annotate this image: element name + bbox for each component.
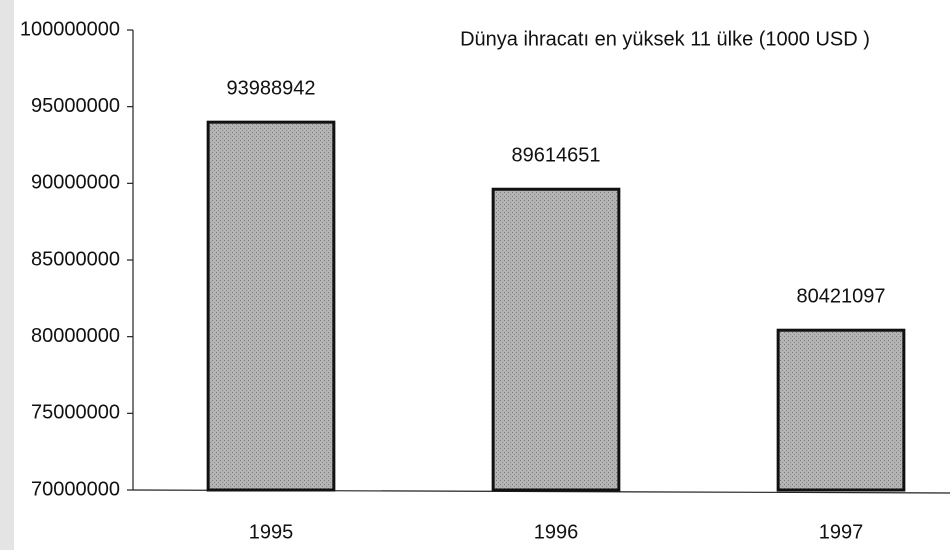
bar — [491, 187, 621, 492]
data-label: 93988942 — [227, 77, 316, 99]
bar — [776, 328, 906, 492]
y-tick-label: 100000000 — [20, 18, 120, 40]
x-tick-label: 1995 — [249, 521, 294, 543]
y-tick-label: 90000000 — [31, 172, 120, 194]
bar — [206, 120, 336, 492]
y-tick-label: 80000000 — [31, 325, 120, 347]
x-tick-label: 1996 — [534, 521, 579, 543]
y-tick-label: 75000000 — [31, 402, 120, 424]
y-tick-label: 85000000 — [31, 248, 120, 270]
chart-title: Dünya ihracatı en yüksek 11 ülke (1000 U… — [460, 28, 870, 50]
y-tick-label: 95000000 — [31, 95, 120, 117]
x-tick-label: 1997 — [819, 521, 864, 543]
data-label: 89614651 — [512, 145, 601, 167]
y-tick-label: 70000000 — [31, 478, 120, 500]
data-label: 80421097 — [797, 285, 886, 307]
scan-edge — [0, 0, 14, 550]
